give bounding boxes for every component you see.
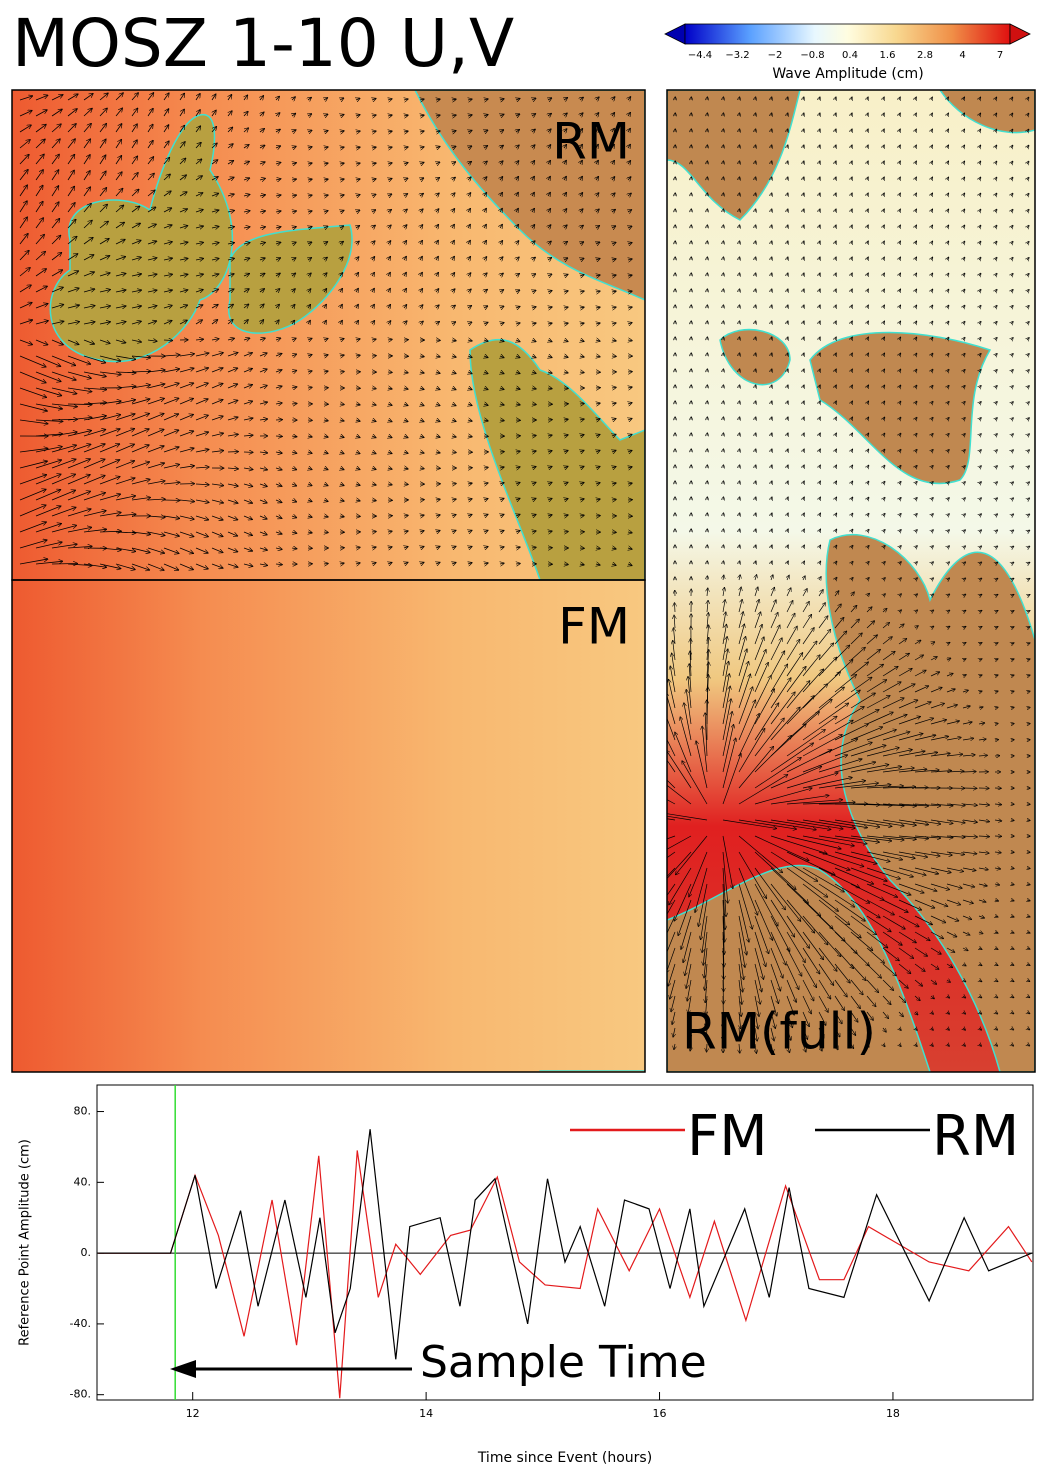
y-tick-label: 0.: [81, 1246, 92, 1259]
y-tick-label: 80.: [74, 1105, 92, 1118]
maps: RM FM RM(full): [12, 90, 1035, 1072]
legend-label: RM: [932, 1104, 1019, 1169]
colorbar-bar: [685, 24, 1010, 44]
flow-arrow: [164, 340, 172, 341]
colorbar-tick-label: 7: [997, 50, 1003, 61]
colorbar-tick-label: −3.2: [725, 50, 749, 61]
flow-arrow: [324, 532, 328, 533]
panel-label: FM: [558, 598, 630, 656]
flow-arrow: [452, 452, 456, 453]
x-axis-label: Time since Event (hours): [477, 1450, 652, 1466]
flow-arrow: [723, 545, 724, 548]
flow-arrow: [532, 435, 536, 436]
panel-label: RM: [552, 113, 630, 171]
legend-label: FM: [687, 1104, 768, 1169]
flow-arrow: [324, 563, 328, 564]
colorbar-end: [1010, 24, 1030, 44]
flow-arrow: [340, 404, 344, 405]
colorbar-tick-label: −0.8: [800, 50, 824, 61]
x-tick-label: 12: [186, 1407, 200, 1420]
colorbar-end: [665, 24, 685, 44]
colorbar-tick-label: 0.4: [842, 50, 858, 61]
colorbar-tick-label: 2.8: [917, 50, 933, 61]
colorbar-tick-label: −2: [768, 50, 783, 61]
panel-label: RM(full): [682, 1003, 876, 1061]
y-tick-label: 40.: [74, 1175, 92, 1188]
y-tick-label: -40.: [70, 1317, 91, 1330]
x-tick-label: 18: [886, 1407, 900, 1420]
flow-arrow: [564, 531, 568, 532]
line-chart: 80. 40. 0. -40. -80. 12 14 16 18 Time since Event…: [18, 1085, 1034, 1466]
flow-arrow: [580, 372, 584, 373]
title: MOSZ 1-10 U,V: [12, 5, 514, 82]
colorbar-tick-label: −4.4: [688, 50, 712, 61]
map-panel: [12, 580, 645, 1072]
colorbar-label: Wave Amplitude (cm): [772, 66, 923, 82]
y-tick-label: -80.: [70, 1388, 91, 1401]
flow-arrow: [452, 483, 456, 484]
colorbar-tick-label: 1.6: [880, 50, 896, 61]
flow-arrow: [723, 561, 724, 564]
y-axis-label: Reference Point Amplitude (cm): [18, 1139, 33, 1346]
flow-arrow: [564, 564, 568, 565]
flow-arrow: [420, 356, 424, 357]
colorbar: Wave Amplitude (cm) −4.4 −3.2 −2 −0.8 0.4 1.6…: [665, 24, 1030, 82]
x-tick-label: 14: [419, 1407, 433, 1420]
colorbar-tick-label: 4: [959, 50, 965, 61]
flow-arrow: [340, 371, 344, 372]
x-tick-label: 16: [653, 1407, 667, 1420]
flow-arrow: [292, 403, 297, 404]
annotation: Sample Time: [420, 1337, 707, 1388]
